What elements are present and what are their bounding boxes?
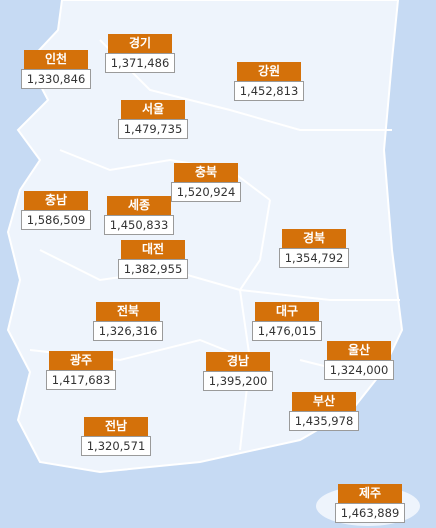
region-label: 충남 1,586,509 [20, 191, 92, 230]
region-label: 대전 1,382,955 [117, 240, 189, 279]
region-value: 1,435,978 [289, 411, 359, 431]
region-label: 광주 1,417,683 [45, 351, 117, 390]
region-name: 경북 [282, 229, 346, 248]
region-value: 1,452,813 [234, 81, 304, 101]
region-name: 대전 [121, 240, 185, 259]
region-value: 1,371,486 [105, 53, 175, 73]
region-value: 1,520,924 [171, 182, 241, 202]
region-value: 1,324,000 [324, 360, 394, 380]
region-name: 울산 [327, 341, 391, 360]
region-value: 1,417,683 [46, 370, 116, 390]
region-name: 충북 [174, 163, 238, 182]
region-label: 제주 1,463,889 [334, 484, 406, 523]
region-label: 전북 1,326,316 [92, 302, 164, 341]
region-name: 충남 [24, 191, 88, 210]
region-label: 경기 1,371,486 [104, 34, 176, 73]
region-label: 강원 1,452,813 [233, 62, 305, 101]
region-label: 울산 1,324,000 [323, 341, 395, 380]
region-value: 1,586,509 [21, 210, 91, 230]
region-name: 경기 [108, 34, 172, 53]
region-name: 대구 [255, 302, 319, 321]
region-name: 경남 [206, 352, 270, 371]
region-name: 세종 [107, 196, 171, 215]
region-value: 1,463,889 [335, 503, 405, 523]
region-label: 세종 1,450,833 [103, 196, 175, 235]
region-value: 1,326,316 [93, 321, 163, 341]
region-value: 1,354,792 [279, 248, 349, 268]
region-label: 충북 1,520,924 [170, 163, 242, 202]
region-label: 대구 1,476,015 [251, 302, 323, 341]
region-value: 1,330,846 [21, 69, 91, 89]
region-name: 전남 [84, 417, 148, 436]
region-name: 전북 [96, 302, 160, 321]
region-name: 서울 [121, 100, 185, 119]
region-value: 1,450,833 [104, 215, 174, 235]
region-name: 제주 [338, 484, 402, 503]
region-label: 전남 1,320,571 [80, 417, 152, 456]
region-value: 1,395,200 [203, 371, 273, 391]
region-value: 1,476,015 [252, 321, 322, 341]
region-name: 광주 [49, 351, 113, 370]
region-name: 강원 [237, 62, 301, 81]
region-label: 경북 1,354,792 [278, 229, 350, 268]
region-label: 경남 1,395,200 [202, 352, 274, 391]
region-label: 인천 1,330,846 [20, 50, 92, 89]
region-name: 인천 [24, 50, 88, 69]
region-value: 1,382,955 [118, 259, 188, 279]
region-value: 1,320,571 [81, 436, 151, 456]
region-value: 1,479,735 [118, 119, 188, 139]
region-label: 부산 1,435,978 [288, 392, 360, 431]
region-name: 부산 [292, 392, 356, 411]
region-label: 서울 1,479,735 [117, 100, 189, 139]
